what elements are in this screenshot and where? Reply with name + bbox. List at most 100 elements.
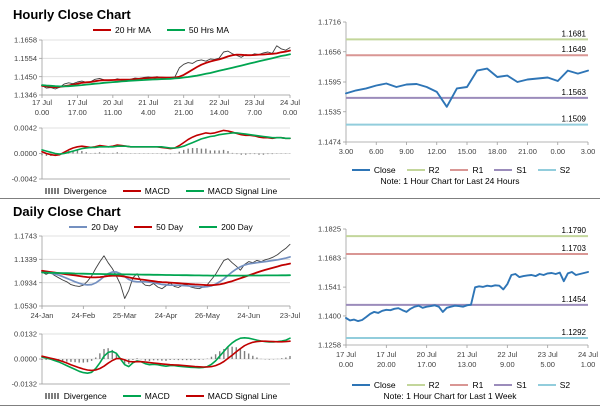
svg-text:1.1658: 1.1658 — [14, 36, 37, 45]
svg-text:6.00: 6.00 — [369, 147, 384, 156]
legend-label: R2 — [428, 379, 440, 390]
svg-text:22 Jul: 22 Jul — [209, 98, 229, 107]
svg-text:9.00: 9.00 — [399, 147, 414, 156]
svg-text:12.00: 12.00 — [427, 147, 446, 156]
svg-text:1.1716: 1.1716 — [318, 18, 341, 27]
svg-text:3.00: 3.00 — [339, 147, 354, 156]
hourly-ma-legend: 20 Hr MA 50 Hrs MA — [0, 24, 300, 35]
svg-text:18.00: 18.00 — [488, 147, 507, 156]
svg-text:21 Jul: 21 Jul — [138, 98, 158, 107]
hourly-pivot-panel: 1.1716 1.1656 1.1595 1.1535 1.1474 3.00 6.00 9.… — [300, 0, 600, 198]
svg-text:20 Jul: 20 Jul — [103, 98, 123, 107]
svg-text:1.1649: 1.1649 — [562, 45, 587, 54]
line-swatch-icon — [122, 189, 141, 192]
svg-text:0.0000: 0.0000 — [14, 355, 37, 364]
line-swatch-icon — [199, 225, 218, 228]
legend-item-50-day: 50 Day — [134, 222, 183, 232]
legend-item-close: Close — [351, 379, 396, 390]
svg-text:24-Feb: 24-Feb — [71, 311, 95, 320]
legend-item-s1: S1 — [494, 380, 527, 390]
line-swatch-icon — [450, 168, 469, 171]
daily-left-panel: Daily Close Chart 20 Day 50 Day 200 Day 1.… — [0, 199, 300, 405]
daily-macd-chart: 0.0132 0.0000 -0.0132 — [12, 330, 291, 389]
line-swatch-icon — [537, 383, 556, 386]
svg-text:24 Jul: 24 Jul — [280, 98, 300, 107]
svg-text:17.00: 17.00 — [417, 360, 436, 369]
svg-text:11.00: 11.00 — [104, 108, 122, 117]
legend-label: 50 Day — [156, 221, 184, 232]
daily-title: Daily Close Chart — [13, 204, 121, 219]
legend-label: 50 Hrs MA — [188, 24, 230, 35]
line-swatch-icon — [185, 394, 204, 397]
svg-text:21.00: 21.00 — [174, 108, 193, 117]
line-swatch-icon — [69, 225, 88, 228]
svg-text:1.1535: 1.1535 — [318, 107, 341, 116]
legend-label: MACD — [144, 390, 170, 401]
legend-label: MACD Signal Line — [207, 390, 278, 401]
svg-text:0.00: 0.00 — [35, 108, 50, 117]
svg-text:4.00: 4.00 — [141, 108, 156, 117]
legend-item-r2: R2 — [406, 164, 440, 175]
weekly-pivot-panel: 1.1825 1.1683 1.1541 1.1400 1.1258 17 Jul 0.00… — [300, 199, 600, 405]
svg-text:17 Jul: 17 Jul — [376, 350, 396, 359]
legend-item-20-hr-ma: 20 Hr MA — [92, 25, 151, 35]
svg-text:20 Jul: 20 Jul — [417, 350, 437, 359]
legend-label: S2 — [559, 164, 571, 175]
legend-label: R2 — [428, 164, 440, 175]
legend-item-r1: R1 — [450, 165, 483, 175]
svg-text:23 Jul: 23 Jul — [245, 98, 265, 107]
legend-item-s2: S2 — [537, 380, 570, 390]
svg-text:3.00: 3.00 — [581, 147, 596, 156]
line-swatch-icon — [185, 189, 204, 192]
svg-text:13.00: 13.00 — [458, 360, 477, 369]
svg-text:0.00: 0.00 — [339, 360, 354, 369]
legend-label: Divergence — [63, 390, 107, 401]
svg-text:1.1554: 1.1554 — [14, 54, 37, 63]
svg-text:22 Jul: 22 Jul — [497, 350, 517, 359]
daily-ma-legend: 20 Day 50 Day 200 Day — [0, 221, 300, 232]
line-swatch-icon — [406, 168, 425, 171]
legend-item-s1: S1 — [494, 165, 527, 175]
svg-text:1.1474: 1.1474 — [318, 138, 341, 147]
legend-item-20-day: 20 Day — [69, 222, 118, 232]
svg-text:1.1595: 1.1595 — [318, 78, 341, 87]
svg-text:0.00: 0.00 — [550, 147, 565, 156]
line-swatch-icon — [351, 383, 370, 386]
legend-label: Close — [373, 164, 396, 175]
svg-text:21 Jul: 21 Jul — [457, 350, 477, 359]
svg-text:1.1400: 1.1400 — [318, 312, 341, 321]
legend-item-r2: R2 — [406, 379, 440, 390]
svg-text:23 Jul: 23 Jul — [538, 350, 558, 359]
svg-text:1.1703: 1.1703 — [562, 244, 587, 253]
legend-label: R1 — [472, 164, 484, 175]
legend-label: Close — [373, 379, 396, 390]
legend-item-macd: MACD — [122, 186, 170, 196]
svg-text:17.00: 17.00 — [68, 108, 87, 117]
svg-text:17 Jul: 17 Jul — [67, 98, 87, 107]
hourly-title: Hourly Close Chart — [13, 7, 131, 22]
line-swatch-icon — [351, 168, 370, 171]
legend-item-r1: R1 — [450, 380, 483, 390]
line-swatch-icon — [450, 383, 469, 386]
bar-swatch-icon — [44, 392, 60, 399]
svg-text:1.0934: 1.0934 — [14, 278, 37, 287]
legend-label: Divergence — [63, 185, 107, 196]
svg-text:1.1339: 1.1339 — [14, 255, 37, 264]
svg-text:26-May: 26-May — [195, 311, 220, 320]
line-swatch-icon — [92, 28, 111, 31]
hourly-macd-chart: 0.0042 0.0000 -0.0042 — [12, 124, 291, 184]
line-swatch-icon — [537, 168, 556, 171]
svg-text:5.00: 5.00 — [540, 360, 555, 369]
daily-macd-legend: Divergence MACD MACD Signal Line — [0, 390, 300, 401]
svg-text:24 Jul: 24 Jul — [578, 350, 598, 359]
svg-text:1.1656: 1.1656 — [318, 47, 341, 56]
svg-text:23-Jul: 23-Jul — [280, 311, 300, 320]
hourly-pivot-note: Note: 1 Hour Chart for Last 24 Hours — [380, 176, 520, 186]
svg-text:1.1681: 1.1681 — [562, 29, 587, 38]
svg-text:15.00: 15.00 — [458, 147, 477, 156]
weekly-pivot-legend: Close R2 R1 S1 S2 — [300, 379, 600, 390]
